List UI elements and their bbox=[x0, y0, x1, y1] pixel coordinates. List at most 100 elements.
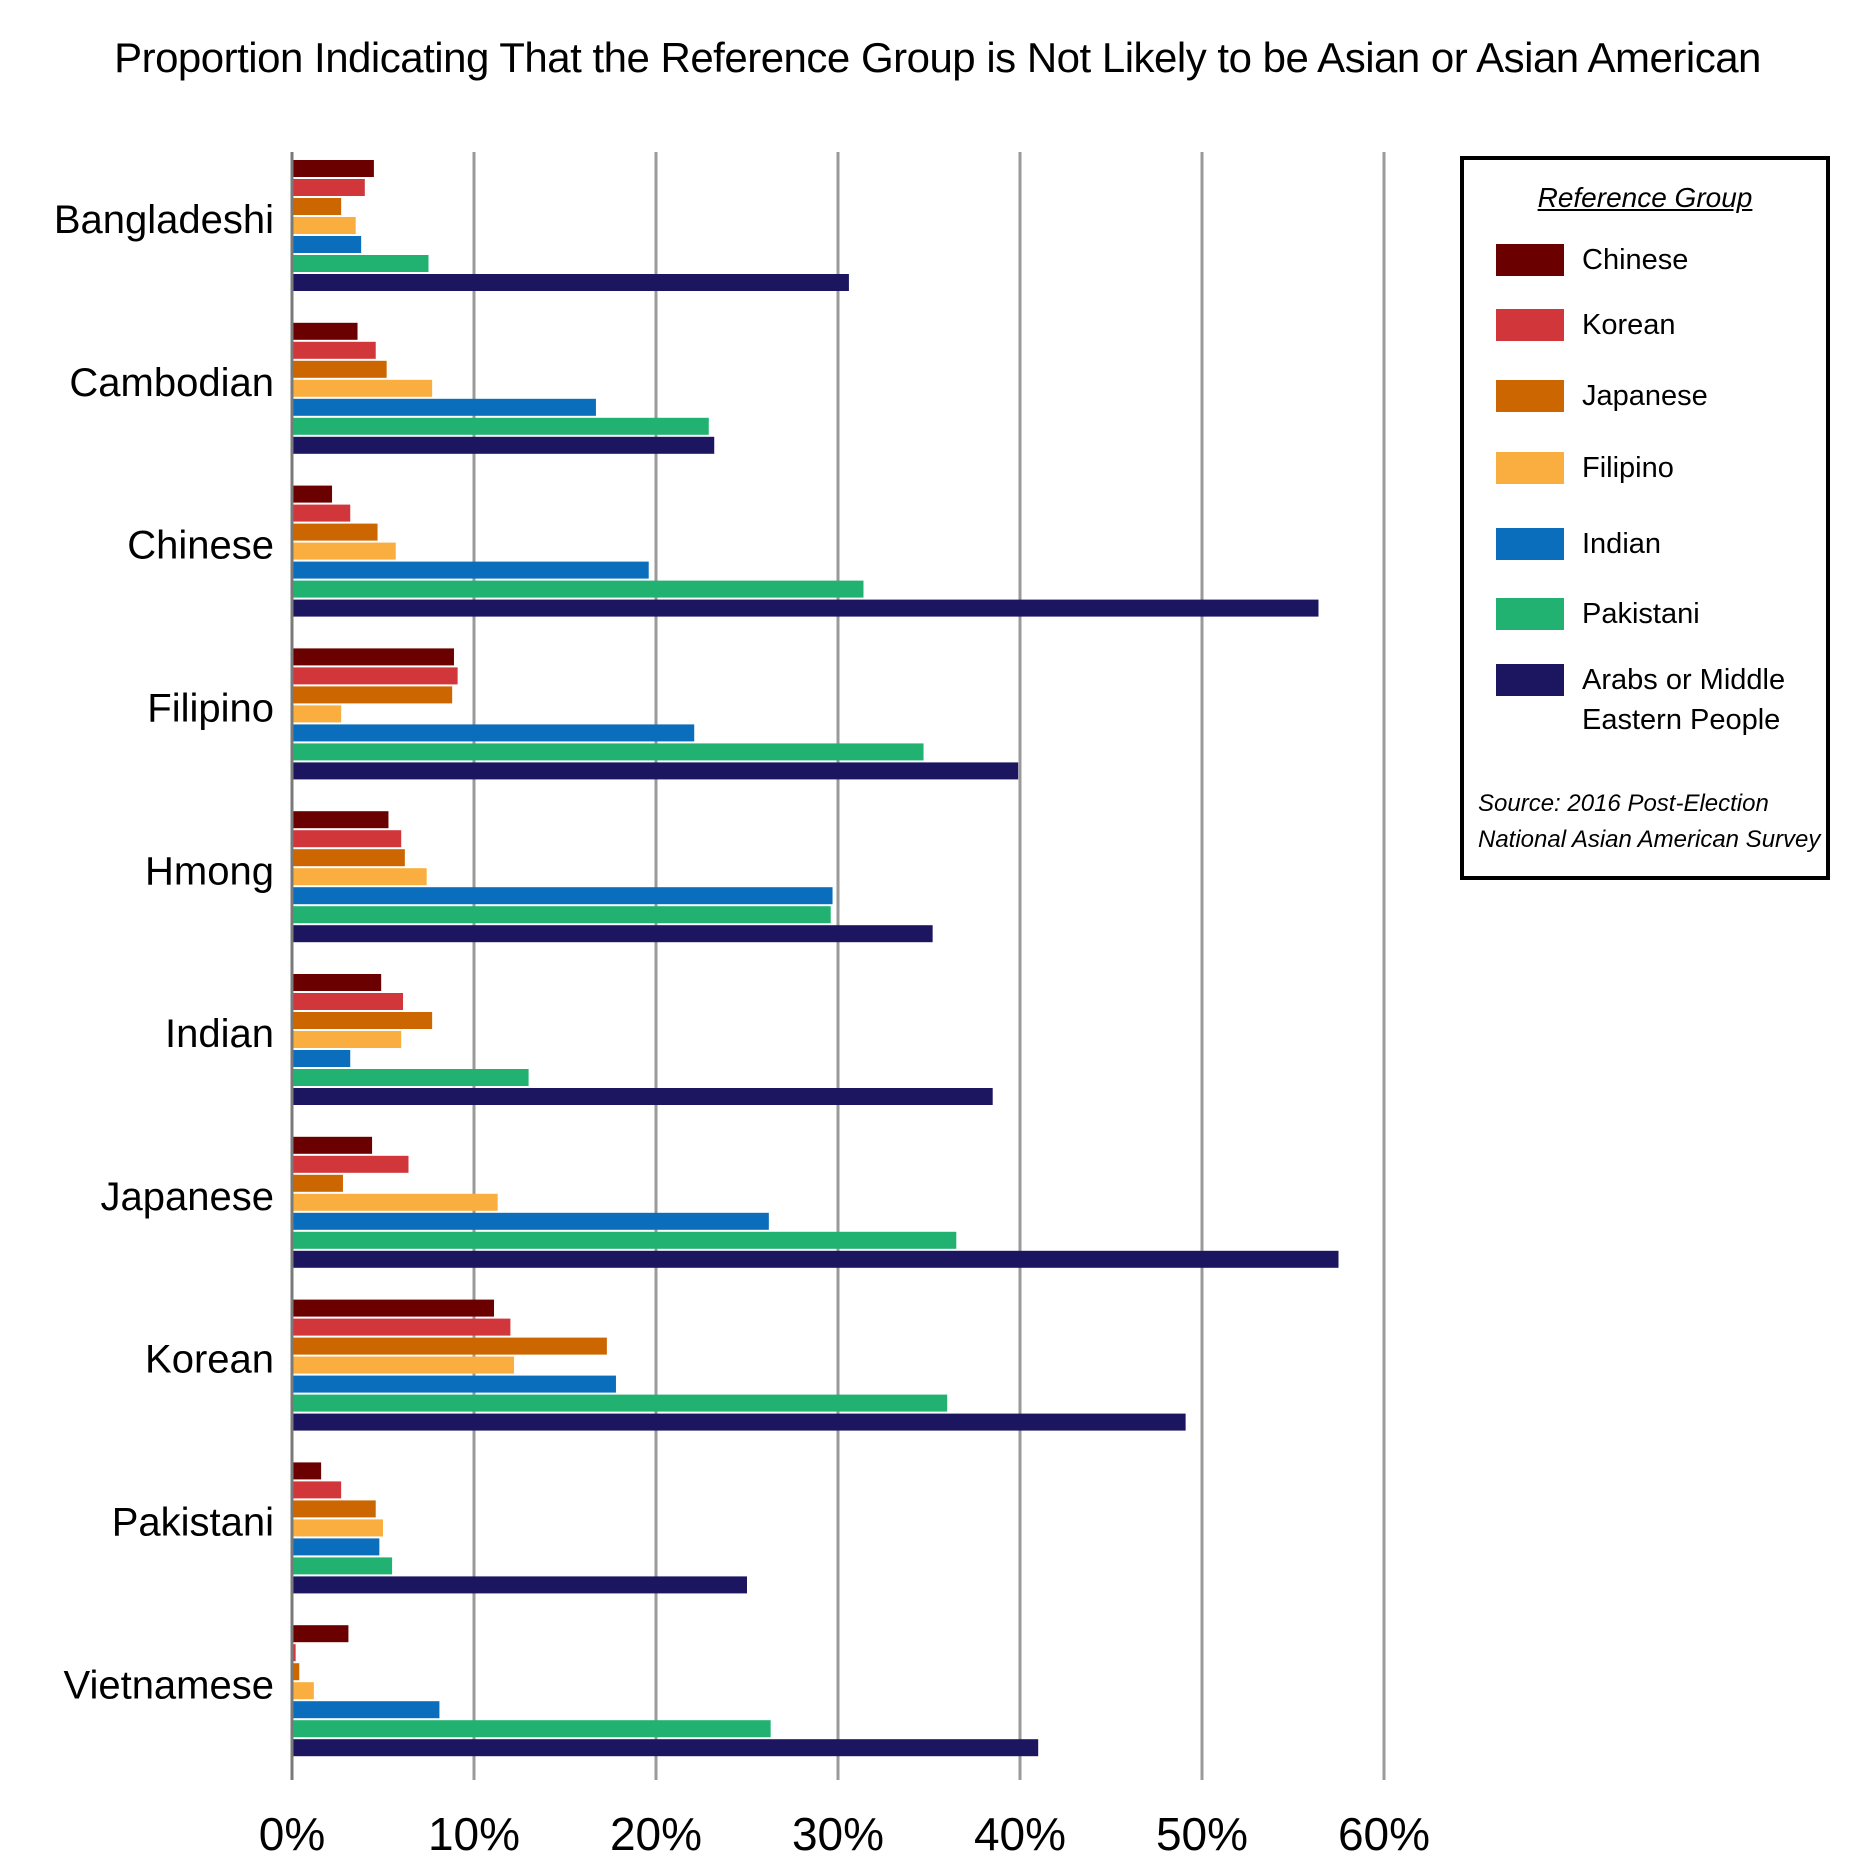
bar bbox=[292, 993, 404, 1010]
x-tick-label: 40% bbox=[974, 1808, 1066, 1860]
category-labels: Bangladeshi Cambodian Chinese Filipino Hmong… bbox=[54, 198, 274, 1707]
bar bbox=[292, 1031, 402, 1048]
bar bbox=[292, 504, 351, 522]
bar bbox=[292, 1299, 495, 1317]
bar bbox=[292, 1413, 1186, 1431]
bar bbox=[292, 179, 365, 196]
bar bbox=[292, 322, 358, 340]
legend-label: Japanese bbox=[1582, 380, 1708, 412]
bar bbox=[292, 1462, 322, 1480]
bar bbox=[292, 974, 382, 991]
category-label: Japanese bbox=[101, 1175, 274, 1219]
bar bbox=[292, 1538, 380, 1556]
category-label: Chinese bbox=[127, 524, 274, 568]
bar bbox=[292, 906, 831, 924]
bar bbox=[292, 925, 933, 943]
legend-swatch bbox=[1496, 528, 1564, 560]
x-tick-label: 20% bbox=[610, 1808, 702, 1860]
legend-label: Filipino bbox=[1582, 452, 1674, 484]
legend-label: Chinese bbox=[1582, 244, 1689, 276]
bar bbox=[292, 1050, 351, 1067]
bar bbox=[292, 1174, 343, 1192]
bar bbox=[292, 599, 1319, 617]
bar bbox=[292, 1155, 409, 1173]
category-label: Korean bbox=[145, 1338, 274, 1382]
bar bbox=[292, 849, 405, 867]
category-label: Filipino bbox=[147, 686, 274, 730]
bar bbox=[292, 1250, 1339, 1268]
source-note-line: Source: 2016 Post-Election bbox=[1478, 790, 1769, 817]
bar bbox=[292, 236, 362, 253]
x-tick-label: 10% bbox=[428, 1808, 520, 1860]
category-label: Cambodian bbox=[69, 361, 274, 405]
bar bbox=[292, 1193, 498, 1211]
legend-swatch bbox=[1496, 309, 1564, 341]
bar bbox=[292, 686, 453, 704]
bar bbox=[292, 1625, 349, 1643]
bar bbox=[292, 160, 374, 177]
bar bbox=[292, 217, 356, 234]
bar bbox=[292, 762, 1019, 780]
bar bbox=[292, 379, 433, 397]
legend-swatch bbox=[1496, 380, 1564, 412]
source-note: Source: 2016 Post-Election National Asia… bbox=[1478, 786, 1828, 858]
bar bbox=[292, 1500, 376, 1518]
category-label: Hmong bbox=[145, 849, 274, 893]
bar bbox=[292, 1136, 373, 1154]
bar bbox=[292, 1557, 393, 1575]
legend-label-line: Arabs or Middle bbox=[1582, 664, 1786, 696]
bar bbox=[292, 1644, 296, 1662]
bar bbox=[292, 705, 342, 723]
bar bbox=[292, 523, 378, 541]
bar bbox=[292, 1231, 957, 1249]
bar bbox=[292, 1375, 616, 1393]
bar bbox=[292, 1663, 300, 1681]
legend-label: Pakistani bbox=[1582, 598, 1700, 630]
bar bbox=[292, 743, 924, 761]
bar bbox=[292, 436, 715, 454]
bar bbox=[292, 1739, 1039, 1757]
bar bbox=[292, 198, 342, 215]
legend-swatch bbox=[1496, 664, 1564, 696]
bar bbox=[292, 1394, 948, 1412]
bar bbox=[292, 398, 596, 416]
bar bbox=[292, 1088, 993, 1105]
bar bbox=[292, 417, 709, 435]
x-tick-label: 0% bbox=[259, 1808, 325, 1860]
legend-label: Arabs or Middle Eastern People bbox=[1582, 660, 1785, 740]
bar bbox=[292, 1337, 607, 1355]
bar bbox=[292, 1682, 314, 1700]
bar bbox=[292, 1576, 747, 1594]
bar bbox=[292, 1318, 511, 1336]
category-label: Vietnamese bbox=[63, 1663, 274, 1707]
bar bbox=[292, 1012, 433, 1029]
bar bbox=[292, 1069, 529, 1086]
legend-swatch bbox=[1496, 244, 1564, 276]
bar bbox=[292, 1356, 515, 1374]
bar bbox=[292, 648, 454, 666]
category-label: Pakistani bbox=[112, 1500, 274, 1544]
bar bbox=[292, 1519, 383, 1537]
x-tick-label: 50% bbox=[1156, 1808, 1248, 1860]
legend-label: Korean bbox=[1582, 309, 1676, 341]
bar bbox=[292, 274, 849, 291]
bar bbox=[292, 1212, 769, 1230]
legend-title: Reference Group bbox=[1537, 182, 1753, 213]
bar bbox=[292, 360, 387, 378]
legend-swatch bbox=[1496, 598, 1564, 630]
x-tick-labels: 0% 10% 20% 30% 40% 50% 60% bbox=[259, 1808, 1430, 1860]
legend: Reference Group Chinese Korean Japanese Fil… bbox=[1460, 156, 1830, 880]
bar bbox=[292, 1720, 771, 1738]
bar bbox=[292, 667, 458, 685]
bar bbox=[292, 341, 376, 359]
chart-title: Proportion Indicating That the Reference… bbox=[114, 34, 1761, 81]
x-tick-label: 30% bbox=[792, 1808, 884, 1860]
source-note-line: National Asian American Survey bbox=[1478, 826, 1821, 853]
bars bbox=[292, 160, 1339, 1757]
x-tick-label: 60% bbox=[1338, 1808, 1430, 1860]
bar bbox=[292, 485, 333, 503]
bar bbox=[292, 561, 649, 579]
bar bbox=[292, 1701, 440, 1719]
bar bbox=[292, 724, 695, 742]
